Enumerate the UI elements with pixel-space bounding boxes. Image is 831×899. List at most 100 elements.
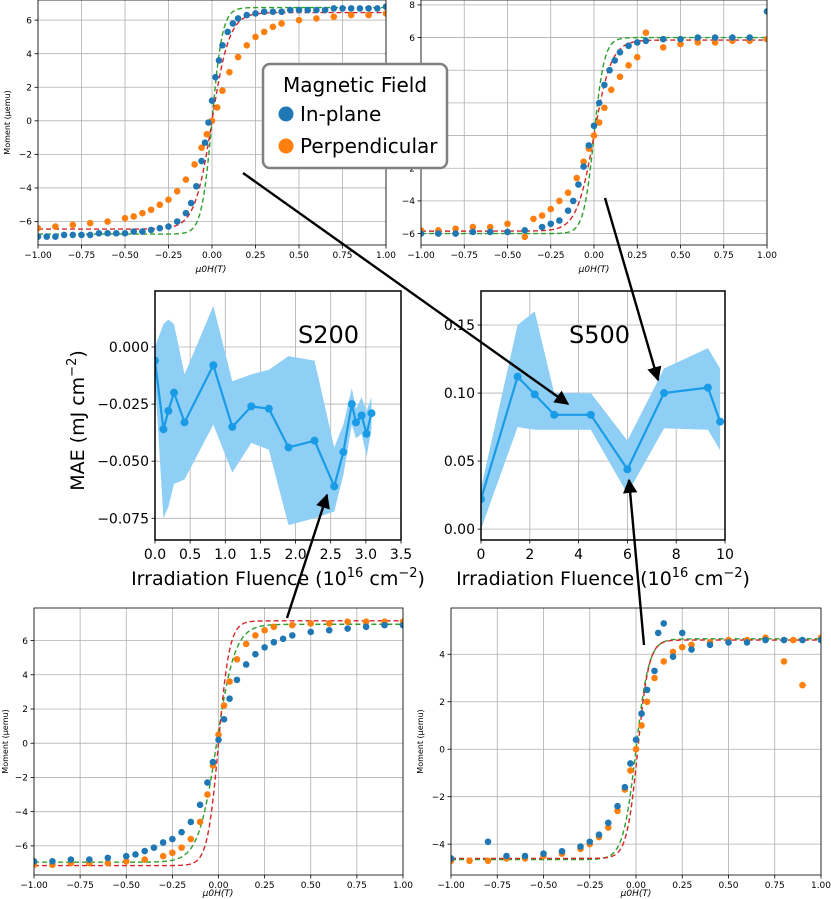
in-plane-point	[486, 228, 494, 236]
perpendicular-point	[365, 11, 372, 19]
x-axis-label-sup: 16	[347, 566, 364, 581]
perpendicular-point	[156, 201, 164, 209]
perpendicular-point	[198, 144, 205, 151]
in-plane-point	[604, 819, 612, 827]
in-plane-point	[575, 181, 582, 188]
in-plane-point	[569, 197, 577, 205]
x-axis-label-part: )	[743, 568, 750, 590]
perpendicular-point	[147, 206, 155, 214]
in-plane-point	[169, 835, 176, 843]
y-axis-label-part: MAE (mJ cm	[67, 377, 89, 491]
x-axis-label: Irradiation Fluence (1016 cm−2)	[456, 566, 750, 590]
x-tick-label: −0.50	[494, 251, 522, 261]
mae-point	[660, 389, 668, 398]
axes-frame	[480, 290, 726, 541]
x-tick-label: 1.0	[214, 547, 236, 563]
in-plane-point	[34, 858, 38, 865]
mae-point	[310, 436, 319, 445]
perpendicular-point	[604, 824, 612, 831]
in-plane-point	[304, 6, 312, 14]
in-plane-point	[558, 847, 566, 855]
x-tick-label: −0.50	[112, 881, 140, 891]
x-axis-label-part: Irradiation Fluence (10	[456, 568, 672, 590]
in-plane-point	[746, 34, 753, 41]
in-plane-point	[252, 10, 259, 17]
perpendicular-point	[677, 40, 684, 48]
in-plane-point	[242, 661, 250, 668]
perpendicular-point	[789, 636, 797, 644]
perpendicular-point	[242, 640, 250, 648]
perpendicular-point	[780, 658, 788, 665]
perpendicular-point	[627, 767, 634, 774]
in-plane-point	[694, 34, 702, 41]
in-plane-point	[586, 838, 594, 846]
in-plane-point	[279, 635, 287, 643]
perpendicular-point	[173, 188, 181, 195]
in-plane-point	[763, 8, 767, 15]
in-plane-point	[147, 226, 155, 234]
x-axis-label-sup: 16	[672, 566, 689, 581]
y-tick-label: 2	[26, 84, 32, 94]
perpendicular-point	[104, 218, 111, 225]
perpendicular-point	[243, 42, 251, 49]
mae-point	[716, 417, 725, 426]
perpendicular-point	[226, 68, 233, 76]
x-axis-label-part: cm	[688, 568, 723, 590]
mae-point	[357, 411, 366, 420]
perpendicular-point	[452, 225, 459, 232]
in-plane-point	[356, 5, 364, 12]
in-plane-point	[669, 653, 677, 660]
y-tick-label: −6	[402, 230, 416, 240]
y-axis-label: Moment (μemu)	[3, 90, 12, 154]
perpendicular-point	[642, 29, 650, 36]
perpendicular-point	[182, 176, 190, 183]
perpendicular-point	[313, 15, 320, 22]
in-plane-point	[564, 207, 572, 214]
perpendicular-point	[688, 641, 695, 649]
in-plane-point	[321, 6, 329, 14]
perpendicular-point	[484, 857, 492, 865]
perpendicular-point	[659, 44, 667, 51]
in-plane-point	[86, 856, 93, 863]
in-plane-point	[643, 686, 651, 694]
in-plane-point	[173, 218, 181, 225]
legend-marker-perpendicular	[278, 138, 294, 154]
y-tick-label: −2	[15, 774, 28, 784]
sample-annotation: S200	[298, 321, 359, 349]
perpendicular-point	[638, 722, 645, 729]
perpendicular-point	[52, 223, 59, 230]
legend-label-in-plane: In-plane	[300, 102, 381, 126]
y-tick-label: 6	[409, 34, 415, 44]
perpendicular-point	[260, 28, 268, 36]
x-tick-label: 2.0	[284, 547, 306, 563]
in-plane-point	[817, 636, 821, 644]
mae-plot-s200: 0.0 0.5 1.0 1.5 2.0 2.5 3.0 3.5 0.000 −0.025 −0.05…	[65, 290, 425, 590]
perpendicular-point	[159, 852, 167, 860]
perpendicular-point	[608, 86, 615, 94]
perpendicular-point	[69, 221, 77, 229]
x-tick-label: 0.25	[255, 881, 275, 891]
perpendicular-point	[169, 849, 176, 857]
perpendicular-point	[38, 224, 42, 232]
in-plane-point	[201, 139, 209, 146]
legend-frame	[261, 62, 449, 170]
perpendicular-point	[711, 39, 719, 46]
mae-point	[347, 400, 356, 409]
in-plane-point	[156, 224, 164, 232]
in-plane-point	[289, 632, 296, 639]
x-axis-label-sup: −2	[723, 566, 742, 581]
in-plane-point	[229, 20, 237, 27]
in-plane-point	[585, 142, 593, 149]
in-plane-point	[159, 839, 167, 846]
mae-point	[481, 495, 485, 504]
perpendicular-point	[632, 745, 640, 753]
connector-arrow	[285, 493, 330, 619]
perpendicular-point	[203, 130, 211, 138]
x-axis-label: μ0H(T)	[195, 265, 227, 275]
perpendicular-point	[694, 39, 702, 46]
in-plane-point	[150, 844, 158, 851]
x-tick-label: 2.5	[320, 547, 342, 563]
x-tick-label: 0.00	[626, 881, 646, 891]
perpendicular-point	[469, 223, 477, 231]
y-tick-label: −2	[402, 164, 415, 174]
